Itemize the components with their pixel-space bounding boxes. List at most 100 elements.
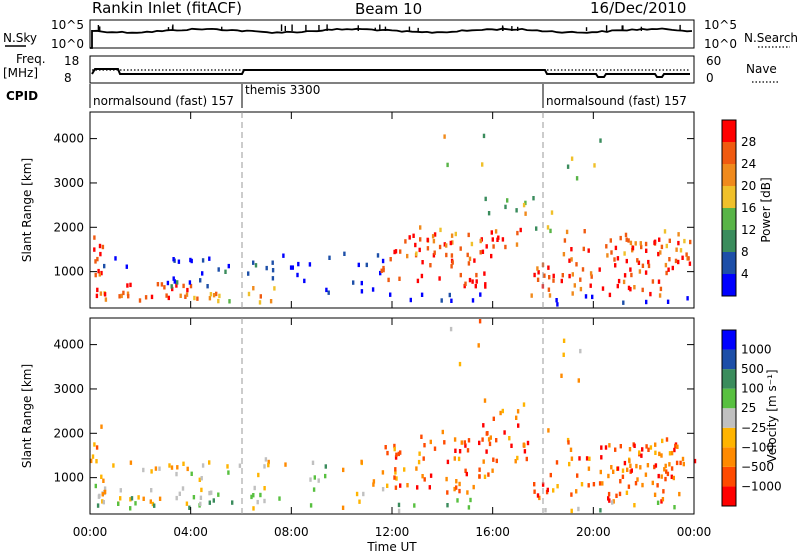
velocity-cell [604,445,608,450]
velocity-cell [567,440,570,445]
velocity-cell [570,492,573,497]
power-cell [448,292,451,298]
velocity-cell [324,473,327,479]
power-cell [547,265,550,270]
velocity-cell [158,496,162,501]
power-cell [217,298,220,304]
time-tick-label: 08:00 [274,525,309,539]
cpid-mode-2: themis 3300 [245,83,320,97]
power-cell [537,270,540,275]
power-cell [208,296,212,301]
power-cell [653,240,656,245]
cpid-mode-3: normalsound (fast) 157 [546,94,687,108]
power-cell [189,283,193,289]
power-cell [206,284,209,289]
velocity-cell [676,444,679,449]
power-cell [451,260,454,265]
power-cell [657,279,661,284]
velocity-cell [533,482,536,487]
velocity-cell [577,506,580,512]
velocity-cell [673,505,676,510]
velocity-cell [201,463,205,468]
velocity-cell [544,508,547,513]
velocity-cell [185,501,189,506]
power-cell [173,279,176,284]
power-cell [209,292,213,297]
velocity-cell [453,486,456,492]
power-cell [627,238,630,243]
power-cell [647,259,650,265]
power-cell [659,286,663,292]
velocity-cell [428,485,431,490]
power-cell [104,297,108,302]
power-colorbar-band [722,142,736,164]
power-cell [479,250,482,255]
power-cell [561,273,564,278]
velocity-cell [516,455,519,461]
velocity-colorbar-tick: 500 [741,362,764,376]
velocity-cell [200,476,203,481]
velocity-cell [654,442,657,447]
velocity-cell [525,456,528,462]
velocity-cell [522,402,526,407]
velocity-colorbar-label: Velocity [m s⁻¹] [765,369,779,462]
velocity-cell [592,482,596,487]
velocity-cell [200,487,203,493]
power-cell [99,291,103,296]
velocity-cell [417,459,421,465]
velocity-cell [601,481,604,486]
velocity-cell [653,464,656,470]
velocity-cell [158,466,161,471]
velocity-cell [638,450,641,455]
velocity-cell [556,484,559,489]
power-cell [573,283,576,288]
velocity-colorbar-band [722,369,736,389]
power-cell [463,283,466,289]
velocity-cell [478,319,482,324]
power-cell [623,251,626,256]
velocity-cell [510,443,513,448]
power-cell [663,229,667,234]
velocity-cell [614,447,617,452]
power-cell [201,271,204,276]
velocity-cell [393,443,396,449]
velocity-cell [455,479,458,484]
power-cell [667,267,670,272]
power-cell [464,281,467,286]
velocity-cell [457,456,461,462]
power-cell [440,298,443,303]
velocity-cell [670,466,674,471]
power-cell [641,287,644,293]
power-cell [492,244,495,249]
velocity-cell [429,473,433,478]
velocity-cell [176,465,179,470]
power-cell [432,239,436,244]
velocity-cell [628,447,632,452]
velocity-cell [503,430,506,435]
power-cell [616,256,620,261]
power-cell [606,253,609,258]
power-cell [467,261,471,266]
power-ylabel: Slant Range [km] [20,158,34,262]
power-cell [446,162,449,168]
velocity-cell [397,502,401,508]
power-cell [657,251,660,257]
velocity-cell [142,496,145,501]
power-cell [605,244,608,249]
power-cell [675,247,678,252]
time-tick-label: 00:00 [677,525,712,539]
power-cell [546,225,550,230]
power-cell [432,253,436,258]
velocity-cell [668,451,672,456]
power-cell [571,272,574,277]
power-cell [420,292,424,297]
power-cell [471,298,475,303]
velocity-cell [629,463,632,468]
power-cell [212,293,216,298]
cpid-label: CPID [6,89,38,103]
velocity-cell [423,443,426,448]
power-cell [560,278,563,284]
power-cell [120,293,123,299]
velocity-cell [640,453,643,458]
power-cell [126,283,129,288]
